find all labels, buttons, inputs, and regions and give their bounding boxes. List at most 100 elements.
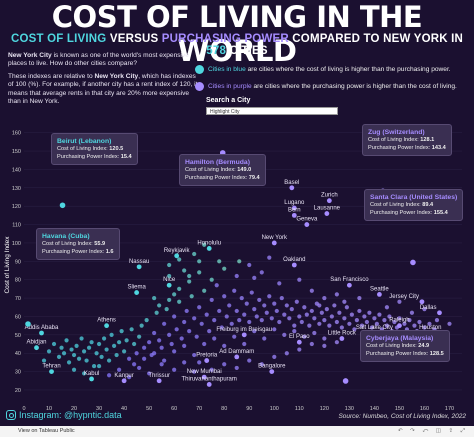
data-point (417, 319, 422, 325)
tooltip-row-value: 15.4 (119, 153, 132, 160)
data-point (312, 330, 317, 336)
data-point (377, 312, 382, 317)
data-point (222, 362, 227, 367)
x-tick-label: 20 (71, 406, 77, 410)
data-point (192, 316, 197, 321)
tooltip-row: Purchasing Power Index: 15.4 (57, 154, 132, 162)
point-label: Bern (288, 207, 301, 213)
data-point (142, 356, 147, 361)
tooltip-cyberjaya: Cyberjaya (Malaysia) Cost of Living Index… (360, 330, 450, 362)
data-point (204, 312, 209, 317)
data-point (127, 356, 132, 361)
data-point (347, 321, 352, 326)
data-point (224, 314, 229, 319)
data-point (96, 341, 102, 347)
highlighted-point (342, 378, 349, 384)
data-point (124, 338, 129, 343)
tooltip-hamilton: Hamilton (Bermuda) Cost of Living Index: … (179, 154, 266, 186)
data-point (302, 334, 307, 339)
tooltip-row-value: 55.9 (92, 241, 106, 247)
data-point (162, 358, 167, 363)
data-point (402, 321, 407, 326)
point-label: Honolulu (197, 240, 221, 246)
tableau-link[interactable]: View on Tableau Public (18, 428, 75, 434)
data-point (324, 307, 329, 312)
legend-purple: Cities in purple are cities where the pu… (195, 82, 470, 91)
data-point (349, 312, 354, 317)
data-point (289, 185, 295, 191)
tooltip-title: Cyberjaya (Malaysia) (366, 335, 434, 342)
tooltip-row: Purchasing Power Index: 128.5 (366, 351, 444, 359)
data-point (172, 367, 177, 372)
data-point (182, 343, 187, 348)
data-point (199, 321, 204, 326)
data-point (264, 310, 269, 315)
point-label: New York (262, 235, 288, 241)
data-point (382, 318, 387, 323)
x-tick-label: 80 (221, 406, 227, 410)
data-point (334, 292, 339, 297)
y-tick-label: 50 (15, 333, 21, 339)
city-search-input[interactable]: Highlight City (206, 107, 338, 115)
data-point (291, 212, 297, 218)
data-point (117, 340, 122, 345)
data-point (304, 312, 309, 317)
data-point (76, 356, 82, 361)
data-point (206, 382, 212, 387)
data-point (144, 318, 149, 323)
data-point (422, 325, 427, 330)
point-label: Nassau (129, 259, 149, 265)
data-point (294, 299, 299, 304)
data-point (86, 345, 92, 350)
x-tick-label: 30 (96, 406, 102, 410)
tooltip-row-value: 89.4 (420, 202, 434, 208)
data-point (297, 314, 302, 319)
data-point (159, 362, 164, 367)
point-label: Lugano (284, 200, 305, 206)
data-point (164, 307, 169, 312)
data-point (167, 297, 172, 303)
y-tick-label: 90 (15, 259, 21, 265)
point-label: Basel (284, 180, 299, 186)
data-point (262, 336, 267, 341)
data-point (272, 301, 277, 306)
point-label: Jersey City (389, 294, 419, 300)
tooltip-row-value: 149.0 (235, 167, 252, 173)
data-point (34, 345, 39, 351)
point-label: New Mumbai (187, 369, 222, 375)
chart-subtitle: COST OF LIVING VERSUS PURCHASING POWER C… (0, 33, 474, 57)
data-point (192, 251, 197, 257)
instagram-credit[interactable]: Instagram: @hypntic.data (6, 410, 122, 420)
data-point (234, 308, 239, 314)
data-point (271, 240, 277, 246)
data-point (74, 343, 79, 348)
data-point (302, 305, 307, 310)
data-point (189, 294, 194, 299)
data-point (339, 325, 344, 330)
data-point (157, 303, 162, 308)
data-point (322, 318, 327, 323)
y-tick-label: 130 (12, 186, 21, 192)
data-point (292, 329, 297, 334)
data-point (309, 308, 314, 314)
data-point (299, 319, 304, 325)
data-point (192, 352, 197, 358)
search-label: Search a City (206, 97, 251, 104)
data-point (177, 286, 182, 291)
data-point (412, 323, 417, 328)
data-point (66, 360, 72, 365)
instagram-icon (6, 410, 16, 420)
legend-purple-text: are cities where the purchasing power is… (251, 83, 457, 90)
y-tick-label: 100 (12, 241, 21, 247)
data-point (297, 347, 302, 352)
toolbar-icons[interactable]: ↶ ↷ ⤺ ◫ ⇪ ⤢ (398, 428, 468, 434)
data-point (194, 334, 199, 339)
instagram-handle: Instagram: @hypntic.data (19, 410, 122, 420)
x-tick-label: 90 (246, 406, 252, 410)
x-tick-label: 130 (345, 406, 354, 410)
x-tick-label: 160 (420, 406, 429, 410)
data-point (309, 288, 314, 293)
subtitle-count: 578 (206, 45, 227, 57)
tooltip-row-label: Cost of Living Index: (370, 202, 421, 208)
data-point (307, 323, 312, 328)
